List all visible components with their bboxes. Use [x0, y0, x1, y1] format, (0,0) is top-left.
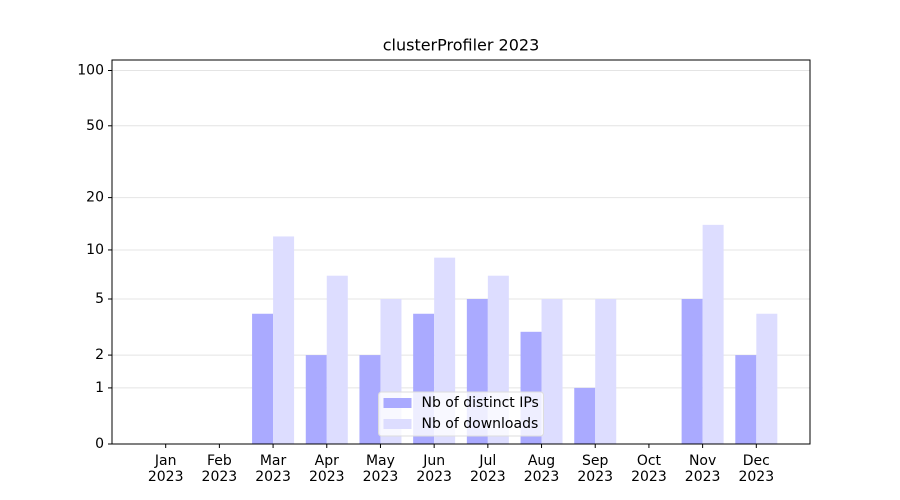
x-tick-label: Apr 2023 — [308, 453, 345, 485]
x-tick-label: Feb 2023 — [201, 453, 238, 485]
x-tick-label: Jun 2023 — [416, 453, 452, 485]
legend-swatch — [383, 419, 412, 429]
bar — [595, 298, 617, 444]
bar — [359, 355, 381, 444]
bar — [702, 224, 724, 444]
y-tick-label: 0 — [95, 436, 104, 452]
x-tick-label: Mar 2023 — [255, 453, 291, 485]
bar — [756, 313, 778, 444]
bar — [326, 275, 348, 444]
y-tick-label: 20 — [86, 190, 104, 206]
chart-title: clusterProfiler 2023 — [383, 36, 540, 55]
bar — [252, 313, 274, 444]
bar — [735, 355, 757, 444]
x-tick-label: Jul 2023 — [470, 453, 506, 485]
plot-frame — [111, 59, 811, 445]
x-tick-label: May 2023 — [362, 453, 399, 485]
x-tick-label: Sep 2023 — [577, 453, 614, 485]
x-tick-label: Jan 2023 — [147, 453, 184, 485]
y-tick-label: 100 — [77, 63, 104, 79]
x-tick-label: Dec 2023 — [738, 453, 775, 485]
y-tick-label: 2 — [95, 347, 104, 363]
legend-swatch — [383, 398, 412, 408]
bar — [273, 236, 295, 444]
legend-box — [378, 391, 544, 437]
y-tick-label: 10 — [86, 242, 104, 258]
y-tick-label: 50 — [86, 118, 104, 134]
bar — [541, 298, 563, 444]
bar — [681, 298, 703, 444]
x-tick-label: Aug 2023 — [523, 453, 560, 485]
y-tick-label: 1 — [95, 380, 104, 396]
y-tick-label: 5 — [95, 291, 104, 307]
x-tick-label: Nov 2023 — [684, 453, 721, 485]
bar — [574, 387, 596, 444]
legend-label: Nb of distinct IPs — [422, 395, 539, 411]
x-tick-label: Oct 2023 — [631, 453, 667, 485]
bar — [305, 355, 327, 444]
legend-label: Nb of downloads — [422, 416, 539, 432]
